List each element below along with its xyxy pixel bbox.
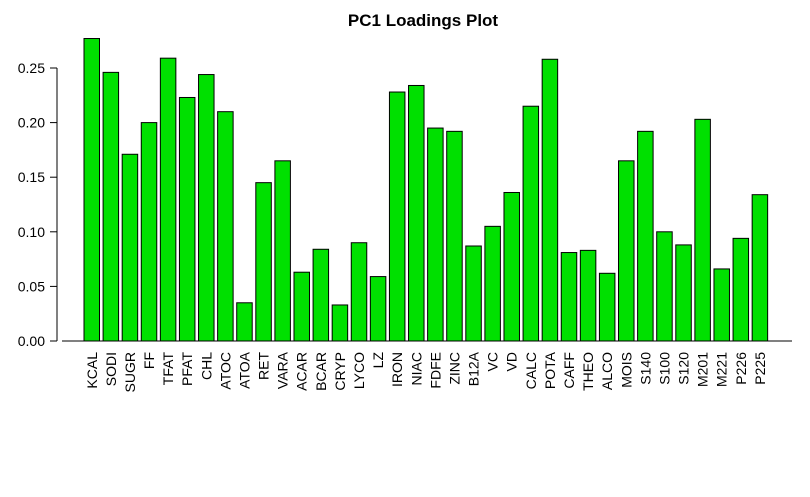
x-tick-label: LYCO [351, 352, 367, 389]
x-tick-label: SUGR [122, 352, 138, 392]
y-tick-label: 0.15 [18, 169, 45, 185]
bar-zinc [446, 130, 463, 342]
bar-p226 [732, 237, 750, 342]
x-tick-label: VARA [275, 351, 291, 389]
bar-lz [369, 276, 387, 342]
x-tick-label: RET [256, 352, 272, 380]
x-tick-label: PFAT [179, 352, 195, 386]
bar-ret [255, 182, 272, 342]
bar-tfat [159, 57, 177, 342]
bar-vd [503, 191, 520, 342]
bar-mois [618, 160, 635, 342]
bar-vc [484, 225, 501, 342]
x-tick-label: FF [141, 352, 157, 369]
x-tick-label: S140 [637, 352, 653, 385]
y-tick-label: 0.00 [18, 333, 45, 349]
x-tick-label: IRON [389, 352, 405, 387]
bar-p225 [751, 194, 769, 342]
bar-pota [541, 58, 559, 342]
bar-s140 [637, 130, 654, 342]
bar-alco [598, 272, 616, 342]
bar-m201 [694, 118, 711, 342]
bar-kcal [83, 38, 100, 342]
bar-s100 [656, 231, 673, 342]
bar-ff [140, 122, 158, 342]
bar-atoc [217, 111, 234, 342]
x-tick-label: POTA [542, 351, 558, 389]
y-tick-label: 0.10 [18, 224, 45, 240]
y-tick-label: 0.20 [18, 115, 45, 131]
bar-vara [274, 160, 291, 342]
x-tick-label: KCAL [84, 352, 100, 389]
y-tick-label: 0.05 [18, 278, 45, 294]
x-tick-label: FDFE [427, 352, 443, 389]
x-tick-label: ATOC [217, 352, 233, 390]
bar-atoa [236, 302, 253, 342]
bar-sodi [102, 71, 120, 342]
x-tick-label: ATOA [236, 351, 252, 388]
x-tick-label: ACAR [294, 352, 310, 391]
x-tick-label: ALCO [599, 352, 615, 390]
x-tick-label: M221 [714, 352, 730, 387]
chart-title: PC1 Loadings Plot [348, 11, 499, 30]
x-tick-label: CALC [523, 352, 539, 389]
x-tick-label: CRYP [332, 352, 348, 391]
x-tick-label: P225 [752, 352, 768, 385]
bar-b12a [465, 245, 482, 342]
x-tick-label: MOIS [618, 352, 634, 388]
x-tick-label: CHL [198, 352, 214, 380]
bar-s120 [675, 244, 692, 342]
bar-lyco [350, 242, 368, 342]
x-tick-label: NIAC [408, 352, 424, 385]
bars [83, 38, 769, 342]
x-tick-label: VC [485, 352, 501, 371]
bar-sugr [121, 153, 139, 342]
x-axis-labels: KCAL SODI SUGR FF TFAT PFAT CHL ATOC ATOA RET VARA… [84, 351, 768, 392]
x-tick-label: CAFF [561, 352, 577, 389]
x-tick-label: THEO [580, 352, 596, 391]
x-tick-label: BCAR [313, 352, 329, 391]
bar-iron [388, 91, 406, 342]
x-tick-label: SODI [103, 352, 119, 386]
bar-calc [522, 105, 540, 342]
x-tick-label: TFAT [160, 352, 176, 386]
bar-fdfe [427, 127, 444, 342]
bar-pfat [178, 96, 196, 342]
x-tick-label: M201 [695, 352, 711, 387]
x-tick-label: VD [504, 352, 520, 371]
x-tick-label: S120 [676, 352, 692, 385]
bar-niac [408, 84, 425, 342]
x-tick-label: S100 [656, 352, 672, 385]
bar-m221 [713, 268, 730, 342]
bar-caff [560, 252, 578, 342]
bar-acar [293, 271, 310, 342]
y-tick-label: 0.25 [18, 60, 45, 76]
x-tick-label: P226 [733, 352, 749, 385]
bar-cryp [331, 304, 349, 342]
x-tick-label: ZINC [446, 352, 462, 385]
x-tick-label: LZ [370, 352, 386, 369]
bar-chl [198, 74, 215, 342]
bar-theo [579, 249, 597, 342]
bar-bcar [312, 248, 330, 342]
y-axis: 0.00 0.05 0.10 0.15 0.20 0.25 [18, 60, 58, 349]
x-tick-label: B12A [466, 351, 482, 386]
